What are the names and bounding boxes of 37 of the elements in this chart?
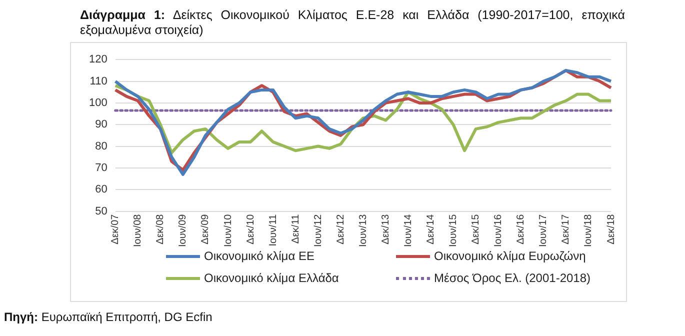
x-tick-label: Ιουν/10 bbox=[222, 214, 234, 248]
legend-label: Μέσος Όρος Ελ. (2001-2018) bbox=[434, 271, 591, 285]
y-tick-label: 100 bbox=[88, 96, 108, 109]
x-tick-label: Δεκ/16 bbox=[516, 214, 527, 244]
x-tick-label: Δεκ/17 bbox=[560, 214, 572, 244]
y-tick-label: 60 bbox=[95, 184, 108, 196]
x-tick-label: Δεκ/09 bbox=[200, 214, 212, 244]
legend-label: Οικονομικό κλίμα ΕΕ bbox=[204, 249, 315, 263]
y-tick-label: 70 bbox=[95, 162, 108, 174]
x-tick-label: Δεκ/08 bbox=[155, 214, 166, 244]
x-tick-label: Ιουν/12 bbox=[312, 214, 324, 248]
x-tick-label: Δεκ/11 bbox=[290, 214, 302, 244]
x-tick-label: Δεκ/18 bbox=[606, 214, 617, 244]
x-tick-label: Ιουν/09 bbox=[178, 214, 189, 248]
x-tick-label: Ιουν/17 bbox=[538, 214, 550, 248]
x-tick-label: Ιουν/13 bbox=[358, 214, 369, 248]
x-tick-label: Δεκ/12 bbox=[335, 214, 346, 244]
x-tick-label: Ιουν/08 bbox=[132, 214, 144, 248]
x-tick-label: Δεκ/10 bbox=[245, 214, 256, 244]
y-tick-label: 50 bbox=[95, 205, 108, 218]
text: Πηγή: Ευρωπαϊκή Επιτροπή, DG Ecfin bbox=[4, 310, 212, 324]
x-tick-label: Ιουν/11 bbox=[268, 214, 279, 246]
y-tick-label: 120 bbox=[88, 54, 108, 66]
x-tick-label: Δεκ/13 bbox=[380, 214, 392, 244]
chart-title: Διάγραμμα 1: Δείκτες Οικονομικού Κλίματος Ε.Ε-28 και Ελλάδα (1990-2017=100, εποχικά εξομαλυμένα στοιχεία) bbox=[80, 8, 626, 37]
y-tick-label: 80 bbox=[95, 140, 108, 152]
x-tick-label: Ιουν/16 bbox=[493, 214, 504, 248]
x-tick-label: Δεκ/14 bbox=[426, 214, 437, 244]
x-tick-label: Δεκ/07 bbox=[110, 214, 122, 244]
x-tick-label: Ιουν/14 bbox=[402, 214, 414, 248]
x-tick-label: Ιουν/18 bbox=[583, 214, 594, 248]
x-tick-label: Δεκ/15 bbox=[470, 214, 482, 244]
x-tick-label: Ιουν/15 bbox=[448, 214, 460, 248]
y-tick-label: 90 bbox=[95, 118, 108, 131]
legend-label: Οικονομικό κλίμα Ευρωζώνη bbox=[434, 249, 586, 263]
y-tick-label: 110 bbox=[90, 75, 108, 88]
legend-label: Οικονομικό κλίμα Ελλάδα bbox=[204, 271, 339, 285]
